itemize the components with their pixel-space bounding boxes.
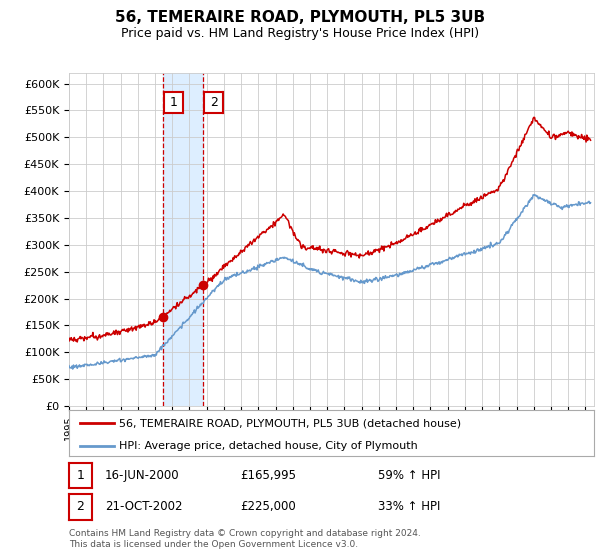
Text: 56, TEMERAIRE ROAD, PLYMOUTH, PL5 3UB: 56, TEMERAIRE ROAD, PLYMOUTH, PL5 3UB (115, 10, 485, 25)
Bar (163, 73, 203, 406)
Text: 1: 1 (76, 469, 85, 482)
Text: 2: 2 (210, 96, 218, 109)
Text: £225,000: £225,000 (240, 500, 296, 514)
Text: 21-OCT-2002: 21-OCT-2002 (105, 500, 182, 514)
Text: Price paid vs. HM Land Registry's House Price Index (HPI): Price paid vs. HM Land Registry's House … (121, 27, 479, 40)
Text: 16-JUN-2000: 16-JUN-2000 (105, 469, 179, 482)
Text: 59% ↑ HPI: 59% ↑ HPI (378, 469, 440, 482)
Text: 1: 1 (170, 96, 178, 109)
Text: 33% ↑ HPI: 33% ↑ HPI (378, 500, 440, 514)
Text: 2: 2 (76, 500, 85, 514)
Text: HPI: Average price, detached house, City of Plymouth: HPI: Average price, detached house, City… (119, 441, 418, 451)
Text: £165,995: £165,995 (240, 469, 296, 482)
Text: Contains HM Land Registry data © Crown copyright and database right 2024.
This d: Contains HM Land Registry data © Crown c… (69, 529, 421, 549)
Text: 56, TEMERAIRE ROAD, PLYMOUTH, PL5 3UB (detached house): 56, TEMERAIRE ROAD, PLYMOUTH, PL5 3UB (d… (119, 418, 461, 428)
